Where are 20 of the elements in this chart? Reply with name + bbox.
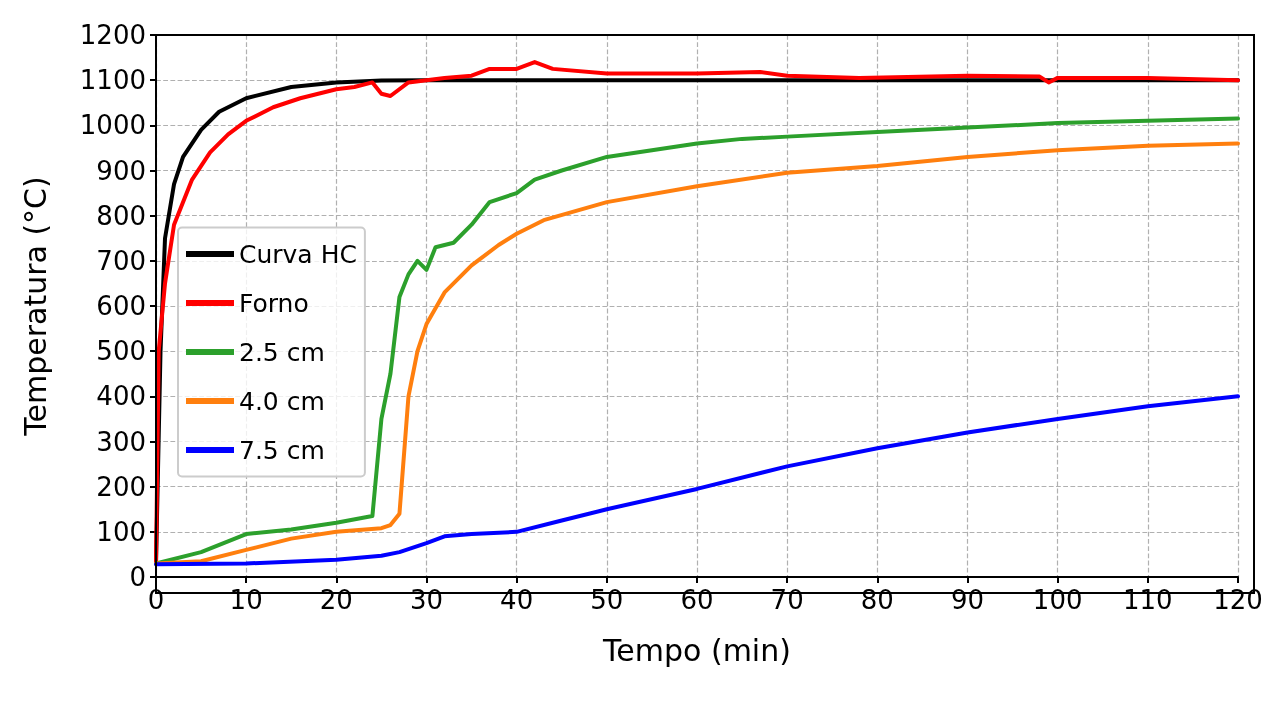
legend-label: Curva HC (239, 239, 357, 269)
y-tick-label: 1200 (79, 20, 146, 50)
y-tick-label: 800 (96, 200, 146, 231)
y-tick-label: 900 (96, 155, 146, 186)
legend-label: Forno (239, 288, 309, 318)
y-tick-label: 0 (129, 562, 146, 592)
y-tick-label: 700 (96, 245, 146, 276)
y-tick-label: 600 (96, 291, 146, 321)
y-tick-label: 500 (96, 336, 146, 367)
legend-label: 2.5 cm (239, 337, 325, 367)
y-axis-title: Temperatura (°C) (17, 176, 53, 437)
y-tick-label: 300 (96, 426, 146, 457)
legend-label: 4.0 cm (239, 386, 325, 416)
y-tick-label: 1000 (79, 110, 146, 141)
y-tick-label: 100 (96, 516, 146, 547)
legend-label: 7.5 cm (239, 435, 325, 465)
y-tick-label: 200 (96, 471, 146, 502)
y-tick-label: 400 (96, 381, 146, 412)
x-axis-title: Tempo (min) (602, 632, 791, 668)
y-tick-label: 1100 (79, 65, 146, 96)
